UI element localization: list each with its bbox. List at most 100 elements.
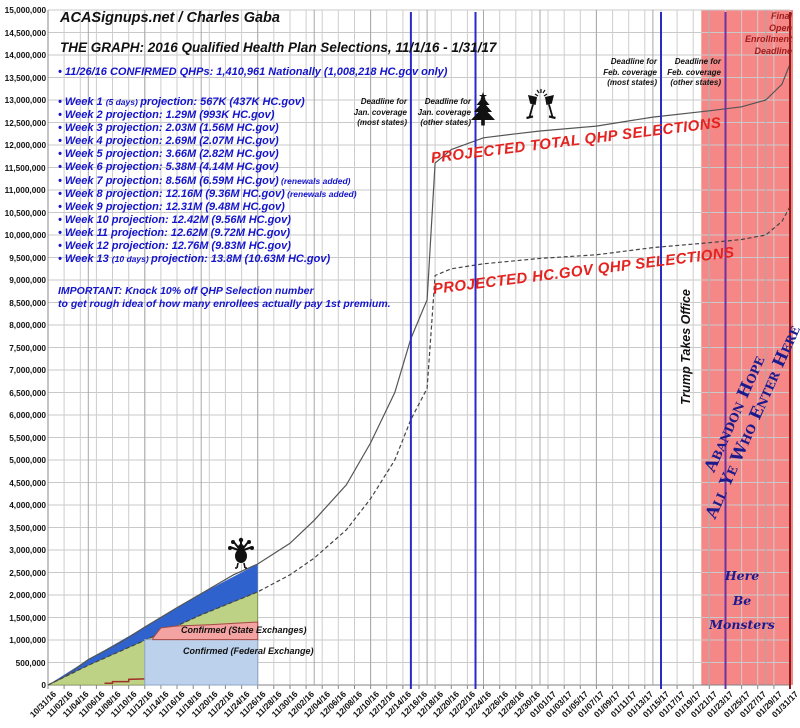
week-projection-text: (renewals added) [278, 175, 351, 186]
important-note-line2: to get rough idea of how many enrollees … [58, 297, 391, 310]
week-projection-text: projection: 5.38M (4.14M HC.gov) [105, 161, 279, 174]
y-axis-tick-label: 14,500,000 [4, 27, 46, 38]
y-axis-tick-label: 9,000,000 [9, 275, 46, 285]
y-axis-tick-label: 8,500,000 [9, 297, 46, 308]
week-projection-item: • Week 11 projection: 12.62M (9.72M HC.g… [58, 227, 357, 240]
deadline-label-feb-most-states: Deadline for Feb. coverage (most states) [603, 57, 657, 89]
deadline-text: Deadline for [610, 57, 657, 66]
week-projection-text: • Week 1 [58, 96, 106, 108]
monsters-line: Be [732, 592, 752, 608]
week-projection-item: • Week 12 projection: 12.76M (9.83M HC.g… [58, 240, 357, 253]
week-projection-text: projection: 12.31M (9.48M HC.gov) [105, 200, 285, 213]
week-projection-text: projection: 12.76M (9.83M HC.gov) [111, 240, 291, 253]
week-projection-item: • Week 1 (5 days) projection: 567K (437K… [58, 96, 357, 109]
y-axis-tick-label: 9,500,000 [9, 252, 46, 263]
final-deadline-text: Final [770, 11, 792, 21]
weekly-projections-list: • Week 1 (5 days) projection: 567K (437K… [58, 96, 357, 266]
deadline-text: Deadline for [674, 57, 721, 66]
confirmed-qhps-note: • 11/26/16 CONFIRMED QHPs: 1,410,961 Nat… [58, 66, 448, 78]
final-open-enrollment-deadline-label: Final Open Enrollment Deadline [745, 11, 792, 57]
y-axis-tick-label: 5,500,000 [9, 432, 46, 443]
week-projection-text: projection: 13.8M (10.63M HC.gov) [151, 253, 331, 266]
monsters-line: Here [724, 568, 760, 583]
week-projection-text: • Week 9 [58, 200, 106, 213]
week-projection-item: • Week 7 projection: 8.56M (6.59M HC.gov… [58, 175, 357, 188]
y-axis-tick-label: 3,000,000 [9, 545, 46, 555]
y-axis-tick-label: 7,000,000 [9, 365, 46, 375]
week-projection-text: projection: 2.03M (1.56M HC.gov) [105, 122, 279, 135]
here-be-monsters-label: Here Be Monsters [700, 564, 784, 638]
deadline-text: Jan. coverage [353, 107, 407, 117]
page-title: THE GRAPH: 2016 Qualified Health Plan Se… [60, 40, 497, 55]
week-projection-text: • Week 3 [58, 122, 106, 135]
monsters-line: Monsters [709, 617, 775, 632]
y-axis-tick-label: 0 [41, 680, 46, 690]
y-axis-tick-label: 500,000 [16, 657, 46, 668]
y-axis-tick-label: 12,000,000 [4, 140, 46, 150]
y-axis-tick-label: 6,000,000 [9, 410, 46, 420]
y-axis-tick-label: 6,500,000 [9, 387, 46, 398]
confirmed-state-exchanges-label: Confirmed (State Exchanges) [181, 625, 307, 635]
deadline-text: Jan. coverage [417, 107, 471, 117]
important-note-line1: IMPORTANT: Knock 10% off QHP Selection n… [58, 285, 314, 297]
series-total-line [47, 63, 791, 686]
y-axis-tick-label: 7,500,000 [9, 342, 46, 353]
series-hcgov-line [47, 206, 791, 686]
y-axis-tick-label: 10,500,000 [4, 207, 46, 218]
week-projection-text: (10 days) [111, 254, 152, 265]
y-axis-tick-label: 8,000,000 [9, 320, 46, 330]
week-projection-text: • Week 6 [58, 161, 106, 174]
deadline-text: Deadline for [360, 97, 407, 106]
week-projection-item: • Week 10 projection: 12.42M (9.56M HC.g… [58, 214, 357, 227]
week-projection-text: (5 days) [105, 97, 141, 107]
deadline-text: (most states) [607, 78, 657, 88]
week-projection-item: • Week 9 projection: 12.31M (9.48M HC.go… [58, 201, 357, 214]
week-projection-text: projection: 3.66M (2.82M HC.gov) [105, 148, 279, 161]
deadline-text: (other states) [420, 118, 471, 128]
week-projection-text: • Week 10 [58, 213, 112, 226]
turkey-icon [226, 535, 256, 570]
site-title: ACASignups.net / Charles Gaba [60, 10, 280, 26]
week-projection-item: • Week 13 (10 days) projection: 13.8M (1… [58, 253, 357, 266]
deadline-text: (other states) [670, 78, 721, 88]
confirmed-state-box [152, 621, 259, 641]
y-axis-tick-label: 11,000,000 [5, 185, 46, 195]
week-projection-text: • Week 12 [58, 240, 112, 253]
week-projection-text: projection: 567K (437K HC.gov) [140, 96, 305, 108]
y-axis-tick-label: 2,500,000 [9, 567, 46, 578]
deadline-label-feb-other-states: Deadline for Feb. coverage (other states… [667, 57, 721, 89]
y-axis-tick-label: 11,500,000 [5, 162, 46, 173]
week-projection-text: • Week 13 [58, 253, 112, 266]
week-projection-item: • Week 3 projection: 2.03M (1.56M HC.gov… [58, 122, 357, 135]
deadline-label-jan-most-states: Deadline for Jan. coverage (most states) [354, 97, 407, 129]
deadline-label-jan-other-states: Deadline for Jan. coverage (other states… [418, 97, 471, 129]
week-projection-text: • Week 11 [58, 226, 111, 239]
week-projection-item: • Week 6 projection: 5.38M (4.14M HC.gov… [58, 161, 357, 174]
y-axis-tick-label: 15,000,000 [4, 5, 46, 15]
week-projection-item: • Week 4 projection: 2.69M (2.07M HC.gov… [58, 135, 357, 148]
total-confirmed-band [48, 564, 258, 685]
final-deadline-text: Deadline [754, 45, 792, 56]
deadline-text: Feb. coverage [667, 67, 721, 77]
christmas-tree-icon [468, 92, 498, 126]
y-axis-tick-label: 1,000,000 [9, 635, 46, 645]
y-axis-tick-label: 1,500,000 [9, 612, 46, 623]
trump-takes-office-label: Trump Takes Office [679, 289, 693, 405]
deadline-text: (most states) [357, 118, 407, 128]
champagne-glasses-icon [524, 88, 556, 122]
week-projection-text: projection: 12.62M (9.72M HC.gov) [110, 226, 291, 239]
week-projection-text: projection: 12.42M (9.56M HC.gov) [111, 213, 291, 226]
y-axis-tick-label: 13,000,000 [4, 95, 46, 105]
week-projection-item: • Week 2 projection: 1.29M (993K HC.gov) [58, 109, 357, 122]
week-projection-item: • Week 5 projection: 3.66M (2.82M HC.gov… [58, 148, 357, 161]
y-axis-tick-label: 4,000,000 [9, 500, 46, 510]
week-projection-item: • Week 8 projection: 12.16M (9.36M HC.go… [58, 188, 357, 201]
y-axis-tick-label: 13,500,000 [4, 72, 46, 83]
y-axis-tick-label: 5,000,000 [9, 455, 46, 465]
y-axis-tick-label: 14,000,000 [4, 50, 46, 60]
y-axis-tick-label: 2,000,000 [9, 590, 46, 600]
final-deadline-text: Open [768, 22, 792, 33]
week-projection-text: projection: 1.29M (993K HC.gov) [105, 109, 275, 122]
